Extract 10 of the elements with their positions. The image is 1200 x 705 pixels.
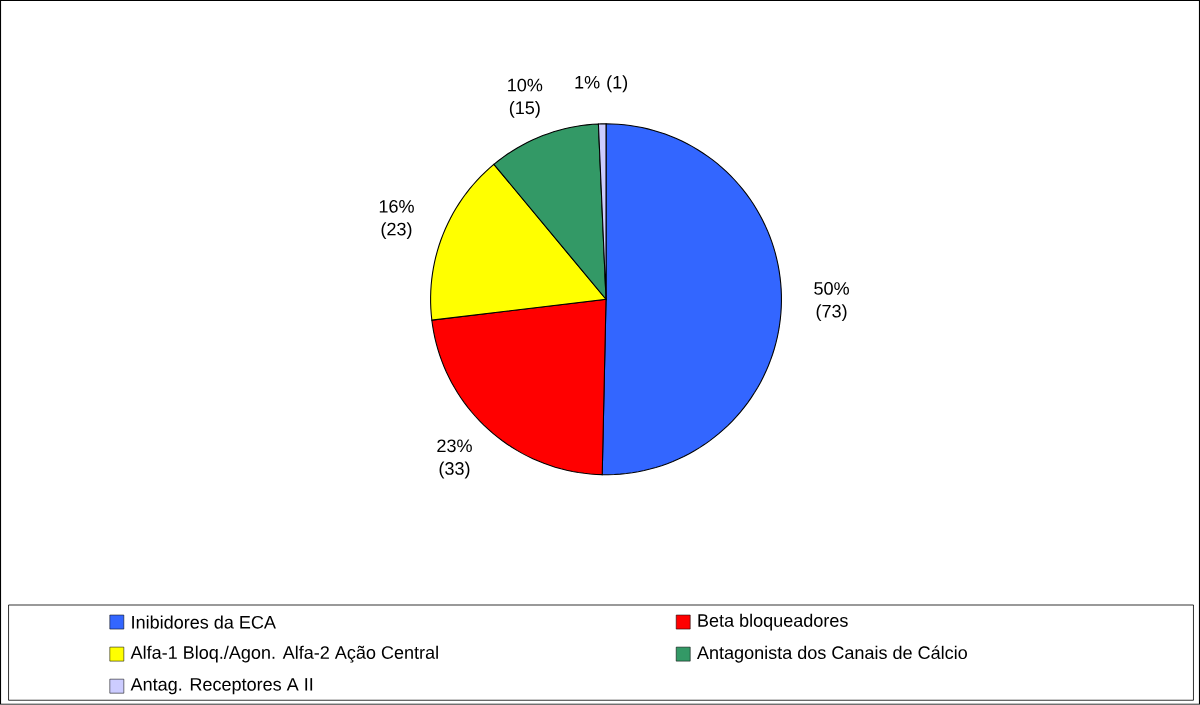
legend-label: Alfa-1 Bloq./Agon. Alfa-2 Ação Central	[130, 645, 438, 663]
legend-label: Antagonista dos Canais de Cálcio	[696, 645, 967, 663]
legend-label: Antag. Receptores A II	[130, 678, 313, 695]
data-label: 10% (15)	[508, 78, 543, 118]
legend-label: Beta bloqueadores	[698, 613, 848, 631]
data-label: 50% (73)	[814, 282, 849, 322]
data-label: 23% (33)	[437, 439, 472, 479]
legend-label: Inibidores da ECA	[132, 615, 276, 629]
data-label: 16% (23)	[379, 200, 414, 240]
data-label: 1% (1)	[575, 75, 628, 93]
